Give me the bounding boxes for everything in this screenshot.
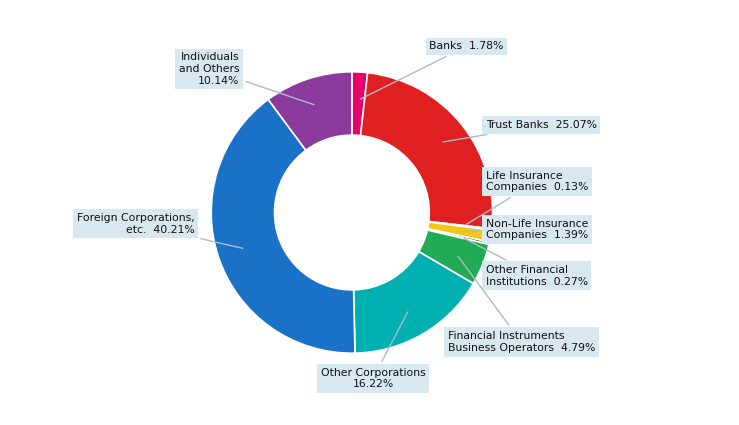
- Wedge shape: [354, 252, 473, 353]
- Text: Life Insurance
Companies  0.13%: Life Insurance Companies 0.13%: [466, 171, 588, 224]
- Text: Individuals
and Others
10.14%: Individuals and Others 10.14%: [179, 52, 314, 105]
- Wedge shape: [429, 221, 491, 230]
- Wedge shape: [428, 222, 491, 242]
- Text: Other Financial
Institutions  0.27%: Other Financial Institutions 0.27%: [464, 238, 588, 286]
- Text: Non-Life Insurance
Companies  1.39%: Non-Life Insurance Companies 1.39%: [466, 218, 588, 240]
- Wedge shape: [427, 229, 489, 244]
- Wedge shape: [211, 99, 355, 353]
- Wedge shape: [361, 73, 493, 229]
- Wedge shape: [419, 230, 489, 283]
- Wedge shape: [268, 72, 352, 150]
- Text: Banks  1.78%: Banks 1.78%: [361, 42, 504, 99]
- Text: Trust Banks  25.07%: Trust Banks 25.07%: [443, 120, 596, 142]
- Text: Foreign Corporations,
etc.  40.21%: Foreign Corporations, etc. 40.21%: [77, 213, 242, 248]
- Wedge shape: [352, 72, 367, 136]
- Text: Financial Instruments
Business Operators  4.79%: Financial Instruments Business Operators…: [448, 256, 595, 353]
- Text: Other Corporations
16.22%: Other Corporations 16.22%: [321, 312, 426, 389]
